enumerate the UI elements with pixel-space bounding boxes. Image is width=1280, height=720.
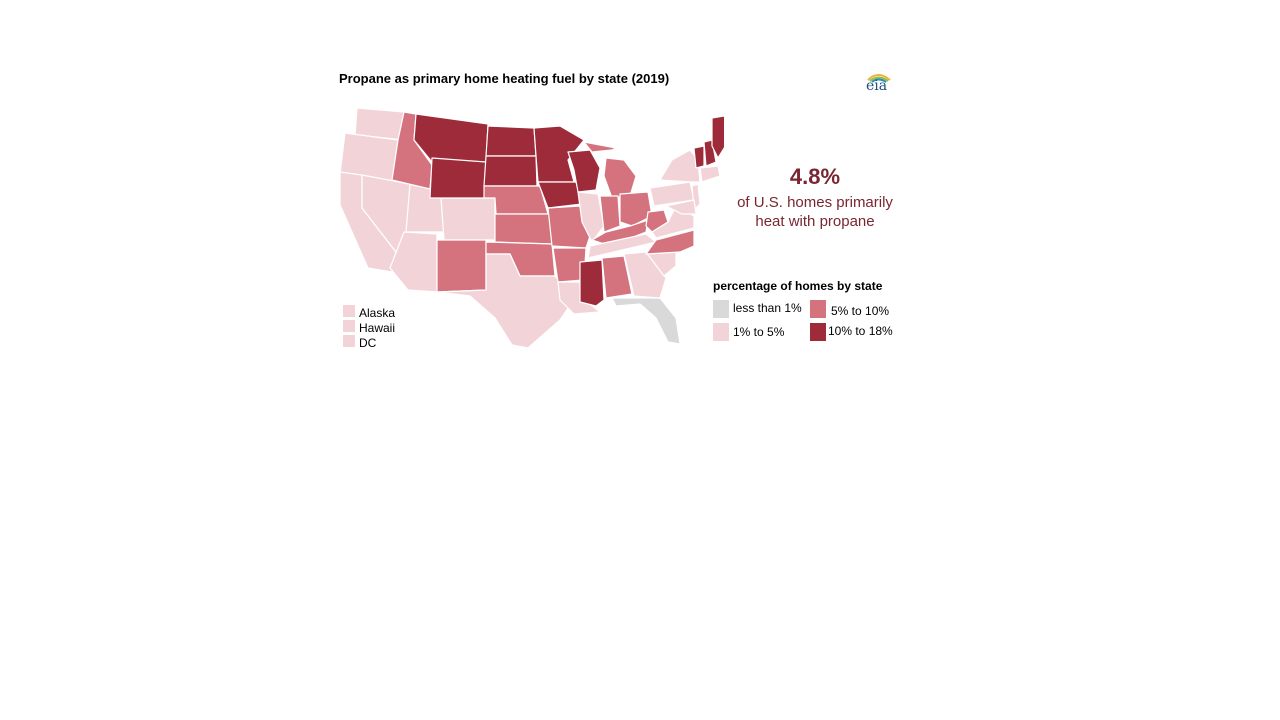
state-north-carolina (645, 229, 695, 255)
legend-swatch-10-to-18 (810, 323, 826, 341)
state-florida (611, 297, 681, 345)
state-wyoming (429, 157, 487, 199)
inset-alaska-label: Alaska (359, 306, 396, 320)
state-colorado (440, 197, 496, 241)
state-missouri (547, 205, 591, 249)
legend-label-5-to-10: 5% to 10% (831, 304, 890, 318)
legend-swatch-1-to-5 (713, 323, 729, 341)
state-alabama (601, 255, 633, 299)
us-states-map (339, 107, 724, 349)
eia-logo-text: eia (866, 78, 888, 94)
inset-hawaii-swatch (343, 320, 355, 332)
legend-label-1-to-5: 1% to 5% (733, 325, 785, 339)
state-ohio (619, 191, 653, 227)
state-south-dakota (483, 155, 538, 187)
inset-dc-label: DC (359, 336, 377, 350)
state-connecticut-ri-ma (699, 165, 721, 183)
state-maryland-delaware (665, 199, 697, 215)
state-georgia (623, 251, 667, 299)
state-kansas (494, 213, 553, 245)
legend-swatch-less-than-1 (713, 300, 729, 318)
state-illinois (577, 191, 605, 243)
eia-logo-icon (867, 74, 891, 83)
state-vermont (693, 145, 705, 169)
state-minnesota (533, 125, 585, 183)
inset-alaska-swatch (343, 305, 355, 317)
inset-dc-swatch (343, 335, 355, 347)
state-indiana (599, 195, 621, 233)
state-maine (711, 115, 724, 159)
legend-label-10-to-18: 10% to 18% (828, 324, 893, 338)
callout-value: 4.8% (789, 164, 841, 189)
state-north-dakota (485, 125, 537, 157)
state-mississippi (579, 259, 605, 307)
legend-label-less-than-1: less than 1% (733, 301, 802, 315)
legend-swatch-5-to-10 (810, 300, 826, 318)
state-arizona (389, 231, 438, 293)
map-title: Propane as primary home heating fuel by … (339, 71, 670, 86)
state-new-mexico (436, 239, 487, 293)
callout-line-1: of U.S. homes primarily (737, 194, 893, 211)
inset-hawaii-label: Hawaii (359, 321, 396, 335)
state-texas (436, 253, 576, 349)
legend-title: percentage of homes by state (713, 279, 883, 293)
eia-logo: eia (860, 72, 896, 98)
callout-line-2: heat with propane (755, 213, 875, 230)
state-new-york (659, 149, 701, 183)
